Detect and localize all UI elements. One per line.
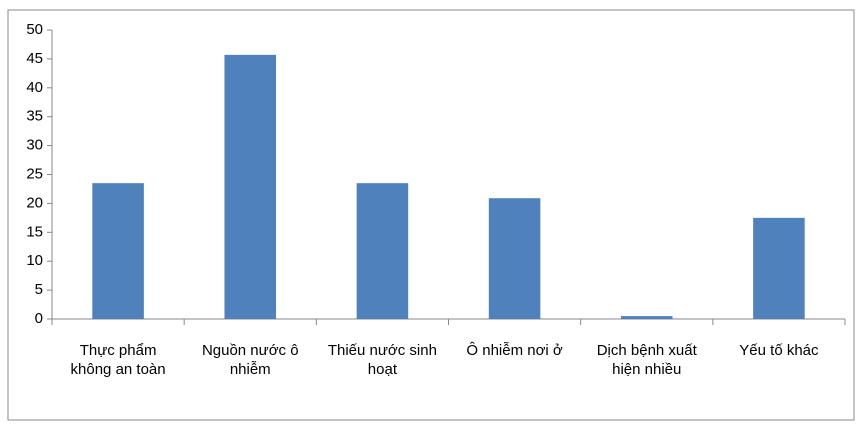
x-tick-label: Dịch bệnh xuất hiện nhiều: [596, 342, 697, 378]
x-tick-label: Ô nhiễm nơi ở: [466, 342, 563, 359]
y-tick-label: 35: [26, 108, 43, 125]
y-tick-label: 5: [35, 281, 43, 298]
x-tick-label: Yếu tố khác: [739, 342, 819, 359]
y-tick-label: 15: [26, 223, 43, 240]
bar: [488, 198, 541, 319]
bar: [224, 54, 277, 319]
bar: [753, 217, 805, 319]
y-tick-label: 50: [26, 21, 43, 38]
bar: [92, 183, 144, 319]
y-tick-label: 25: [26, 165, 43, 182]
y-tick-label: 20: [26, 194, 43, 211]
x-tick-label: Thực phẩm không an toàn: [70, 342, 166, 378]
x-tick-label: Thiếu nước sinh hoạt: [327, 342, 437, 378]
y-tick-label: 10: [26, 252, 43, 269]
y-tick-label: 45: [26, 50, 43, 67]
y-tick-label: 30: [26, 137, 43, 154]
bar: [356, 183, 409, 319]
x-tick-label: Nguồn nước ô nhiễm: [201, 342, 299, 378]
chart-border: [7, 9, 855, 421]
y-tick-label: 0: [35, 310, 43, 327]
y-tick-label: 40: [26, 79, 43, 96]
bar: [620, 316, 673, 319]
